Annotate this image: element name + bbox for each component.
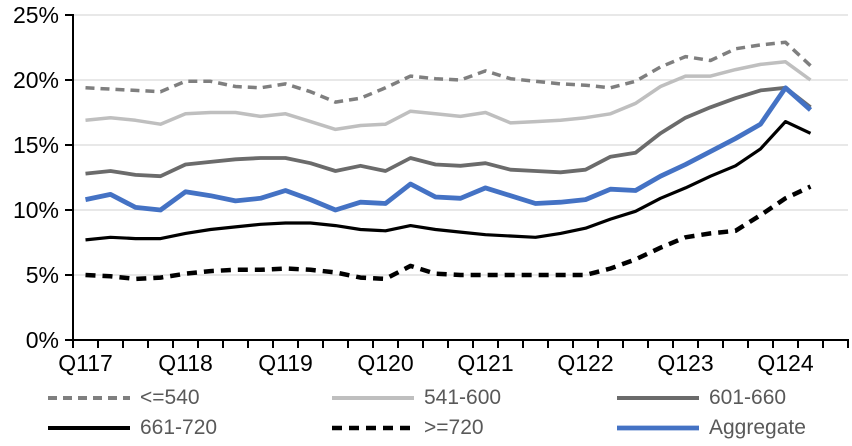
series-line--720 [85, 184, 812, 282]
x-axis-label: Q124 [757, 350, 813, 376]
legend-label: <=540 [140, 386, 200, 409]
y-axis-label: 25% [13, 2, 59, 28]
y-axis-label: 20% [13, 67, 59, 93]
x-axis-label: Q121 [457, 350, 513, 376]
series-line--540 [85, 40, 812, 104]
legend-line-sample [617, 425, 699, 430]
legend-item--720: >=720 [332, 413, 484, 442]
series-line-541-600 [85, 60, 812, 132]
x-axis-label: Q117 [58, 350, 113, 376]
x-axis-label: Q119 [258, 350, 313, 376]
series-line-661-720 [85, 119, 812, 242]
y-axis-label: 10% [13, 197, 59, 223]
x-axis-label: Q123 [657, 350, 713, 376]
legend-label: 541-600 [424, 386, 502, 409]
legend-line-sample [332, 395, 414, 400]
legend-line-sample [48, 425, 130, 430]
legend-item-aggregate: Aggregate [617, 413, 806, 442]
legend-label: >=720 [424, 416, 484, 439]
series-line-601-660 [85, 85, 812, 179]
legend-item-661-720: 661-720 [48, 413, 217, 442]
legend-item-601-660: 601-660 [617, 383, 786, 412]
x-axis-label: Q122 [557, 350, 613, 376]
legend-label: 601-660 [709, 386, 787, 409]
y-axis-label: 5% [26, 262, 59, 288]
x-axis-label: Q118 [158, 350, 213, 376]
legend-line-sample [332, 425, 414, 430]
legend-line-sample [48, 395, 130, 400]
legend-item-541-600: 541-600 [332, 383, 501, 412]
x-axis-label: Q120 [357, 350, 413, 376]
y-axis-label: 15% [13, 132, 59, 158]
legend-line-sample [617, 395, 699, 400]
legend-label: Aggregate [709, 416, 806, 439]
legend-item--540: <=540 [48, 383, 200, 412]
y-axis-label: 0% [26, 327, 59, 353]
legend-label: 661-720 [140, 416, 218, 439]
series-line-aggregate [85, 85, 813, 213]
legend: <=540 541-600 601-660 661-720 >=720 Aggregate [0, 383, 852, 441]
